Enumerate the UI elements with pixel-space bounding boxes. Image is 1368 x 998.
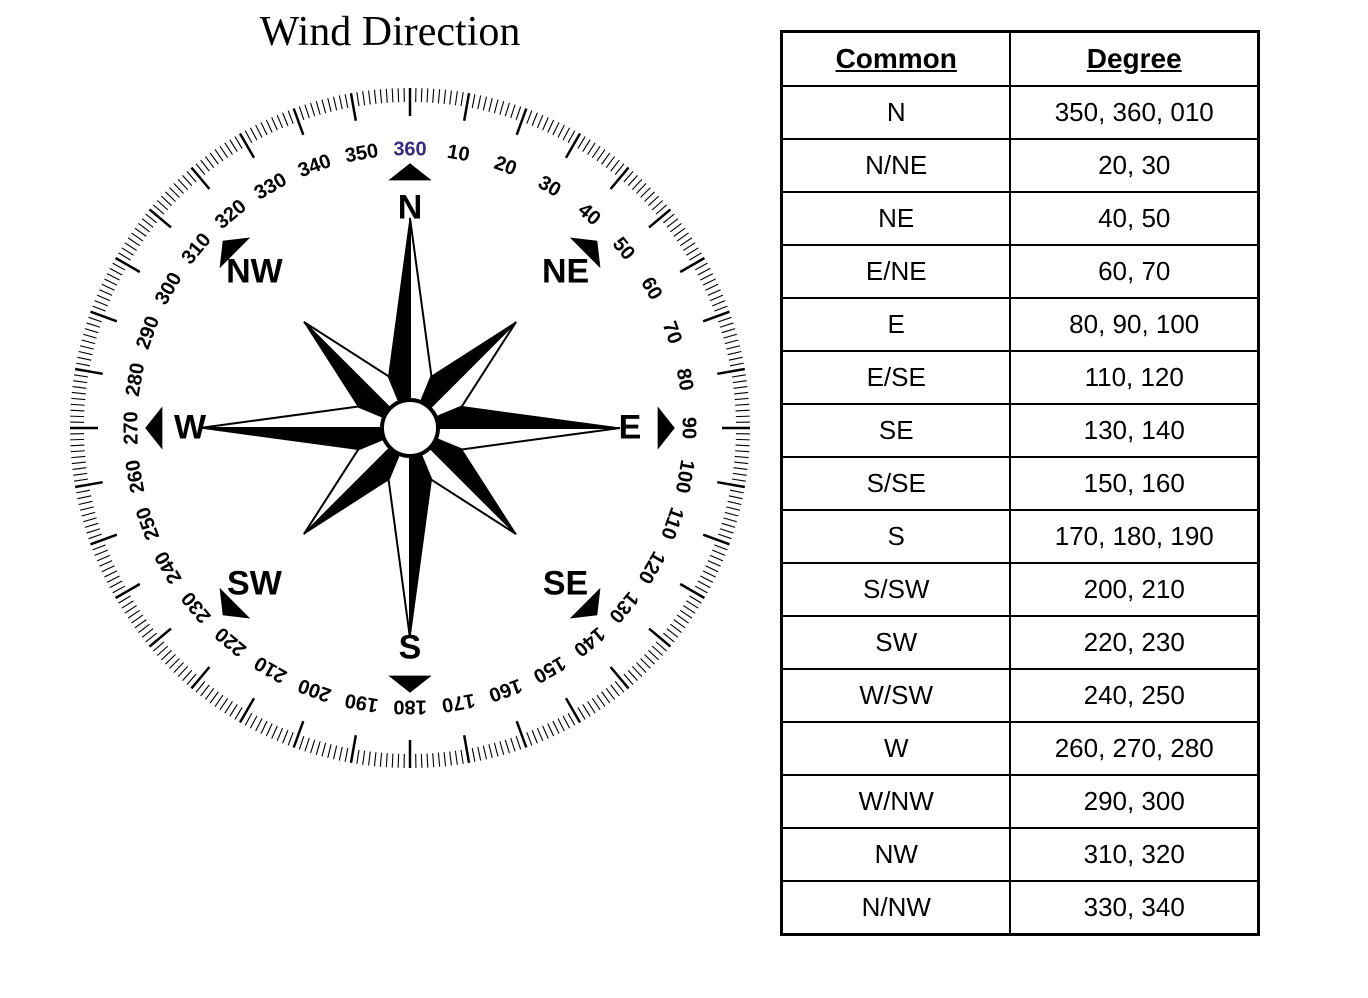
compass: 1020304050607080901001101201301401501601… bbox=[60, 78, 760, 778]
cell-common: W bbox=[782, 722, 1011, 775]
cell-common: N bbox=[782, 86, 1011, 139]
cell-common: E/SE bbox=[782, 351, 1011, 404]
table-body: N350, 360, 010N/NE20, 30NE40, 50E/NE60, … bbox=[782, 86, 1259, 935]
table-row: SE130, 140 bbox=[782, 404, 1259, 457]
cell-degree: 150, 160 bbox=[1010, 457, 1258, 510]
cell-degree: 240, 250 bbox=[1010, 669, 1258, 722]
cell-common: N/NE bbox=[782, 139, 1011, 192]
cardinal-label-nw: NW bbox=[226, 253, 283, 292]
page-title: Wind Direction bbox=[260, 8, 521, 56]
cell-degree: 330, 340 bbox=[1010, 881, 1258, 935]
cardinal-label-w: W bbox=[174, 409, 206, 448]
cardinal-label-ne: NE bbox=[542, 253, 589, 292]
cell-common: W/NW bbox=[782, 775, 1011, 828]
cell-degree: 260, 270, 280 bbox=[1010, 722, 1258, 775]
cardinal-label-se: SE bbox=[543, 564, 588, 603]
table-row: NE40, 50 bbox=[782, 192, 1259, 245]
cell-common: S bbox=[782, 510, 1011, 563]
cell-common: S/SE bbox=[782, 457, 1011, 510]
compass-labels: N NE E SE S SW W NW bbox=[60, 78, 760, 778]
cardinal-label-s: S bbox=[399, 629, 422, 668]
page: Wind Direction 1020304050607080901001101… bbox=[0, 0, 1368, 998]
cardinal-label-e: E bbox=[619, 409, 642, 448]
table-row: S170, 180, 190 bbox=[782, 510, 1259, 563]
cell-common: NW bbox=[782, 828, 1011, 881]
cell-degree: 200, 210 bbox=[1010, 563, 1258, 616]
right-panel: Common Degree N350, 360, 010N/NE20, 30NE… bbox=[780, 0, 1368, 998]
table-row: N/NE20, 30 bbox=[782, 139, 1259, 192]
cell-degree: 290, 300 bbox=[1010, 775, 1258, 828]
cell-common: W/SW bbox=[782, 669, 1011, 722]
cell-degree: 130, 140 bbox=[1010, 404, 1258, 457]
table-row: SW220, 230 bbox=[782, 616, 1259, 669]
col-header-degree: Degree bbox=[1010, 32, 1258, 87]
table-row: W260, 270, 280 bbox=[782, 722, 1259, 775]
table-header-row: Common Degree bbox=[782, 32, 1259, 87]
cardinal-label-sw: SW bbox=[227, 564, 282, 603]
col-header-common: Common bbox=[782, 32, 1011, 87]
cell-degree: 20, 30 bbox=[1010, 139, 1258, 192]
table-row: NW310, 320 bbox=[782, 828, 1259, 881]
table-row: W/NW290, 300 bbox=[782, 775, 1259, 828]
cardinal-label-n: N bbox=[398, 189, 423, 228]
table-row: S/SW200, 210 bbox=[782, 563, 1259, 616]
cell-common: S/SW bbox=[782, 563, 1011, 616]
cell-degree: 110, 120 bbox=[1010, 351, 1258, 404]
cell-degree: 350, 360, 010 bbox=[1010, 86, 1258, 139]
cell-common: E/NE bbox=[782, 245, 1011, 298]
table-row: N/NW330, 340 bbox=[782, 881, 1259, 935]
table-row: E80, 90, 100 bbox=[782, 298, 1259, 351]
cell-degree: 80, 90, 100 bbox=[1010, 298, 1258, 351]
cell-common: N/NW bbox=[782, 881, 1011, 935]
cell-degree: 170, 180, 190 bbox=[1010, 510, 1258, 563]
left-panel: Wind Direction 1020304050607080901001101… bbox=[0, 0, 780, 998]
table-row: W/SW240, 250 bbox=[782, 669, 1259, 722]
cell-degree: 40, 50 bbox=[1010, 192, 1258, 245]
cell-degree: 220, 230 bbox=[1010, 616, 1258, 669]
wind-direction-table: Common Degree N350, 360, 010N/NE20, 30NE… bbox=[780, 30, 1260, 936]
cell-common: NE bbox=[782, 192, 1011, 245]
cell-degree: 60, 70 bbox=[1010, 245, 1258, 298]
table-row: S/SE150, 160 bbox=[782, 457, 1259, 510]
cell-common: E bbox=[782, 298, 1011, 351]
cell-degree: 310, 320 bbox=[1010, 828, 1258, 881]
cell-common: SE bbox=[782, 404, 1011, 457]
table-row: E/SE110, 120 bbox=[782, 351, 1259, 404]
table-row: N350, 360, 010 bbox=[782, 86, 1259, 139]
table-row: E/NE60, 70 bbox=[782, 245, 1259, 298]
cell-common: SW bbox=[782, 616, 1011, 669]
